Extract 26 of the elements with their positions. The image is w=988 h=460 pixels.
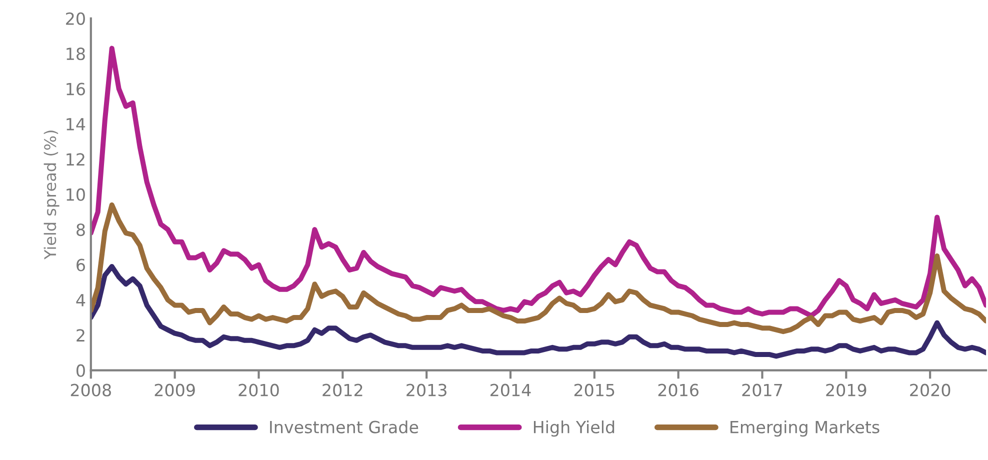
x-tick-label: 2020 <box>910 384 950 396</box>
y-tick-label: 14 <box>66 118 86 130</box>
x-tick-label: 2015 <box>574 384 614 396</box>
y-tick-label: 2 <box>76 329 84 342</box>
x-tick-label: 2008 <box>70 384 111 396</box>
legend-label: Emerging Markets <box>730 420 880 437</box>
y-tick-label: 6 <box>76 258 85 272</box>
x-tick-label: 2017 <box>742 384 782 396</box>
y-tick-label: 8 <box>76 224 85 236</box>
x-tick-label: 2013 <box>406 384 446 396</box>
y-tick-label: 0 <box>76 364 85 377</box>
y-tick-label: 12 <box>66 153 84 166</box>
legend-label: High Yield <box>534 420 614 437</box>
y-tick-label: 20 <box>66 12 85 25</box>
y-tick-label: 18 <box>66 48 85 60</box>
x-tick-label: 2010 <box>238 384 279 396</box>
y-tick-label: 4 <box>76 294 86 306</box>
x-tick-label: 2012 <box>322 384 362 396</box>
x-tick-label: 2009 <box>154 384 195 396</box>
y-tick-label: 10 <box>66 188 85 201</box>
x-tick-label: 2016 <box>658 384 698 396</box>
x-tick-label: 2019 <box>826 384 866 396</box>
y-axis-title: Yield spread (%) <box>44 130 60 260</box>
legend-label: Investment Grade <box>270 420 418 434</box>
y-tick-label: 16 <box>66 82 85 96</box>
x-tick-label: 2014 <box>490 384 531 396</box>
